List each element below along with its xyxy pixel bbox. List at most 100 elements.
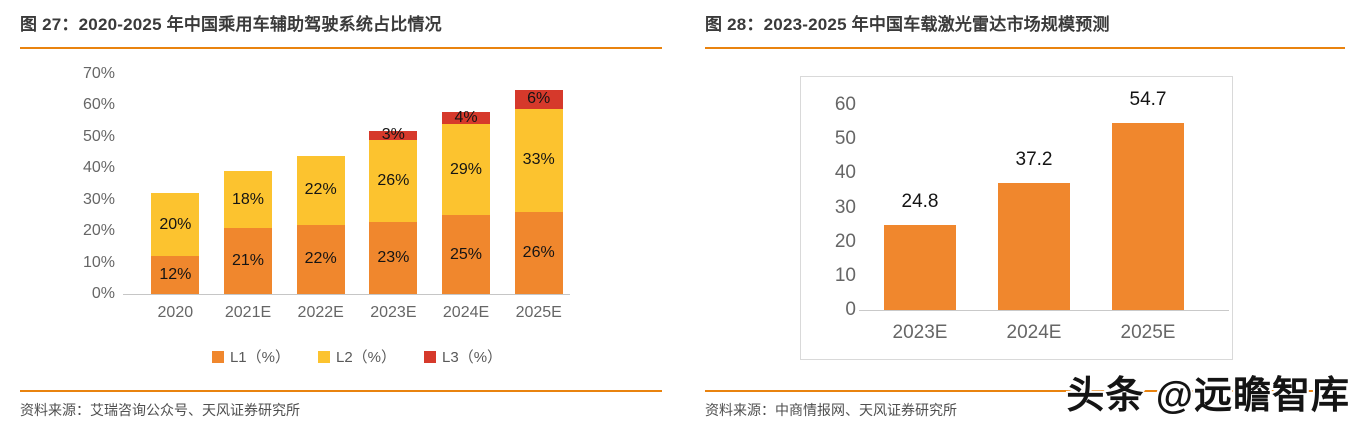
right-chart-frame: 0 10 20 30 40 50 60 24.8 37.2 54.7 2023E 2024E 202…	[800, 76, 1233, 360]
legend-item-L1: L1（%）	[211, 346, 290, 367]
data-label: 18%	[231, 190, 265, 208]
stacked-bar-2025E: 26% 33% 6%	[514, 89, 563, 294]
bar-column-2023E: 23% 26% 3%	[357, 74, 430, 294]
segment-L2-2024E: 29%	[442, 124, 491, 216]
figure-28-chart: 0 10 20 30 40 50 60 24.8 37.2 54.7 2023E 2024E 202…	[705, 49, 1345, 390]
x-label-2021E: 2021E	[224, 304, 272, 321]
segment-L2-2025E: 33%	[514, 108, 563, 213]
bar-column-2023E: 24.8	[863, 105, 977, 310]
left-chart-ytick: 40%	[82, 159, 115, 177]
right-chart-baseline	[859, 310, 1229, 311]
right-chart-ytick: 60	[834, 94, 856, 115]
bar-column-2024E: 37.2	[977, 105, 1091, 310]
left-chart-ytick: 10%	[82, 253, 115, 271]
x-label-2024E: 2024E	[1006, 322, 1062, 343]
stacked-bar-2024E: 25% 29% 4%	[442, 109, 491, 294]
x-label-2023E: 2023E	[370, 304, 417, 321]
figure-28-source-text: 资料来源：中商情报网、天风证券研究所	[705, 402, 957, 418]
segment-L3-2023E: 3%	[369, 127, 418, 143]
x-label-2020: 2020	[157, 304, 194, 321]
data-label-2023E: 24.8	[901, 191, 939, 213]
segment-L2-2020: 20%	[151, 193, 200, 257]
right-chart-ytick: 50	[834, 128, 856, 150]
figure-27-source: 资料来源：艾瑞咨询公众号、天风证券研究所	[20, 390, 662, 420]
left-chart-ytick: 20%	[82, 222, 115, 240]
bar-column-2024E: 25% 29% 4%	[430, 74, 503, 294]
figure-28-panel: 图 28：2023-2025 年中国车载激光雷达市场规模预测 0 10 20 30 40…	[705, 14, 1345, 420]
data-label: 25%	[450, 245, 483, 263]
figure-28-source: 资料来源：中商情报网、天风证券研究所	[705, 390, 1345, 420]
data-label: 33%	[522, 151, 555, 169]
data-label: 21%	[231, 252, 265, 269]
segment-L2-2022E: 22%	[296, 155, 345, 225]
data-label: 26%	[377, 171, 410, 189]
data-label: 4%	[454, 109, 478, 127]
bar-2025E	[1112, 123, 1184, 310]
figure-28-title: 图 28：2023-2025 年中国车载激光雷达市场规模预测	[705, 14, 1345, 49]
x-label-2025E: 2025E	[1120, 322, 1176, 343]
bar-column-2020: 12% 20%	[139, 74, 212, 294]
legend-label: L1（%）	[229, 349, 290, 366]
left-chart-ytick: 50%	[82, 127, 115, 145]
figure-27-title: 图 27：2020-2025 年中国乘用车辅助驾驶系统占比情况	[20, 14, 662, 49]
right-chart-x-axis: 2023E 2024E 2025E	[863, 322, 1205, 344]
left-chart-plot: 12% 20% 21% 18% 22% 22% 23% 26% 3% 25% 29% 4% 26% 33%…	[139, 74, 575, 294]
stacked-bar-2023E: 23% 26% 3%	[369, 127, 418, 294]
x-label-2022E: 2022E	[297, 304, 344, 321]
bar-column-2025E: 26% 33% 6%	[502, 74, 575, 294]
segment-L1-2024E: 25%	[442, 215, 491, 294]
data-label: 22%	[304, 181, 337, 199]
legend-swatch-L2	[317, 350, 330, 363]
legend-label: L3（%）	[442, 349, 503, 366]
figure-27-panel: 图 27：2020-2025 年中国乘用车辅助驾驶系统占比情况 0% 10% 20%…	[20, 14, 662, 420]
segment-L2-2023E: 26%	[369, 140, 418, 222]
figure-27-source-text: 资料来源：艾瑞咨询公众号、天风证券研究所	[20, 402, 300, 418]
segment-L1-2020: 12%	[151, 256, 200, 294]
stacked-bar-2021E: 21% 18%	[224, 171, 272, 294]
left-chart-ytick: 0%	[91, 285, 115, 302]
left-chart-ytick: 70%	[82, 65, 115, 82]
stacked-bar-2022E: 22% 22%	[296, 155, 345, 294]
left-chart-ytick: 60%	[82, 96, 115, 114]
legend-swatch-L1	[211, 350, 224, 363]
data-label: 12%	[159, 266, 192, 284]
data-label: 22%	[304, 250, 337, 268]
data-label: 6%	[527, 90, 551, 108]
x-label-2023E: 2023E	[892, 322, 948, 343]
left-chart-legend: L1（%） L2（%） L3（%）	[139, 346, 575, 367]
segment-L1-2023E: 23%	[369, 221, 418, 294]
legend-item-L2: L2（%）	[317, 346, 397, 367]
legend-item-L3: L3（%）	[424, 346, 502, 367]
data-label-2024E: 37.2	[1015, 148, 1053, 170]
figure-27-chart: 0% 10% 20% 30% 40% 50% 60% 70% 12% 20% 21% 18% 22% 2…	[20, 49, 662, 390]
left-chart-baseline	[123, 294, 570, 295]
data-label-2025E: 54.7	[1129, 89, 1167, 111]
right-chart-ytick: 20	[834, 230, 856, 252]
right-chart-ytick: 30	[834, 196, 856, 218]
x-label-2024E: 2024E	[442, 304, 490, 321]
bar-column-2025E: 54.7	[1091, 89, 1205, 310]
segment-L1-2021E: 21%	[224, 228, 272, 294]
segment-L1-2025E: 26%	[514, 212, 563, 294]
left-chart-ytick: 30%	[82, 190, 115, 208]
bar-2023E	[884, 225, 956, 310]
bar-column-2021E: 21% 18%	[212, 74, 285, 294]
toutiao-watermark: 头条 @远瞻智库	[1066, 375, 1350, 417]
legend-label: L2（%）	[335, 349, 397, 366]
right-chart-plot: 24.8 37.2 54.7	[863, 89, 1205, 310]
data-label: 23%	[377, 248, 410, 266]
segment-L3-2024E: 4%	[442, 109, 491, 127]
bar-2024E	[998, 182, 1070, 310]
right-chart-ytick: 0	[845, 299, 856, 320]
right-chart-ytick: 10	[834, 264, 856, 286]
segment-L2-2021E: 18%	[224, 171, 272, 228]
data-label: 20%	[159, 215, 192, 233]
x-label-2025E: 2025E	[515, 304, 562, 321]
data-label: 3%	[381, 126, 405, 144]
segment-L1-2022E: 22%	[296, 224, 345, 294]
stacked-bar-2020: 12% 20%	[151, 193, 200, 294]
bar-column-2022E: 22% 22%	[284, 74, 357, 294]
data-label: 26%	[522, 244, 555, 262]
left-chart-x-axis: 2020 2021E 2022E 2023E 2024E 2025E	[139, 304, 575, 322]
